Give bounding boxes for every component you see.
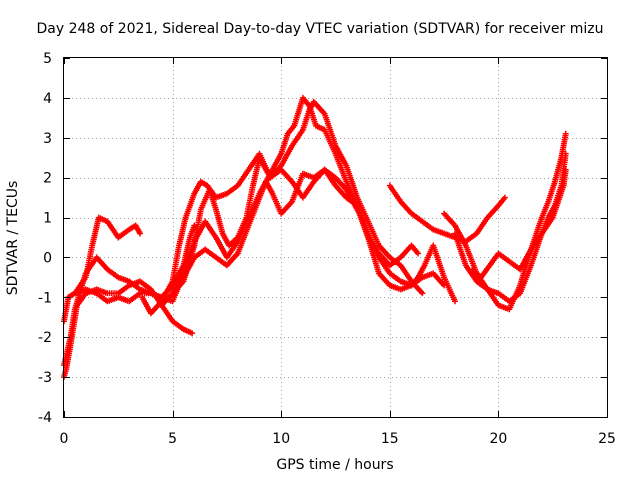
series-track-8 <box>180 166 421 281</box>
y-tick-label: -3 <box>38 370 52 386</box>
grid-lines <box>64 58 607 417</box>
plot-frame <box>63 57 608 418</box>
y-tick-label: 0 <box>43 250 52 266</box>
x-tick-label: 10 <box>272 431 290 447</box>
x-tick-label: 0 <box>60 431 69 447</box>
y-tick-label: -4 <box>38 410 52 426</box>
y-tick-label: 1 <box>43 211 52 227</box>
y-tick-label: 2 <box>43 171 52 187</box>
tick-labels: 0 5 10 15 20 25 -4 -3 -2 -1 0 1 2 3 4 5 <box>38 51 616 447</box>
x-tick-label: 20 <box>489 431 507 447</box>
series-track-11 <box>452 150 569 305</box>
series-track-12 <box>469 166 569 281</box>
y-tick-label: 4 <box>43 91 52 107</box>
series-track-9 <box>386 182 508 245</box>
x-tick-label: 5 <box>168 431 177 447</box>
x-tick-label: 25 <box>598 431 616 447</box>
y-axis-label: SDTVAR / TECUs <box>5 181 21 296</box>
x-axis-label: GPS time / hours <box>276 457 393 473</box>
x-tick-label: 15 <box>381 431 399 447</box>
data-series <box>61 94 569 381</box>
y-tick-label: -1 <box>38 290 52 306</box>
series-track-5 <box>139 150 458 317</box>
y-tick-label: 5 <box>43 51 52 67</box>
chart-title: Day 248 of 2021, Sidereal Day-to-day VTE… <box>37 21 604 37</box>
y-tick-label: -2 <box>38 330 52 346</box>
y-tick-label: 3 <box>43 131 52 147</box>
axis-ticks <box>64 58 608 418</box>
